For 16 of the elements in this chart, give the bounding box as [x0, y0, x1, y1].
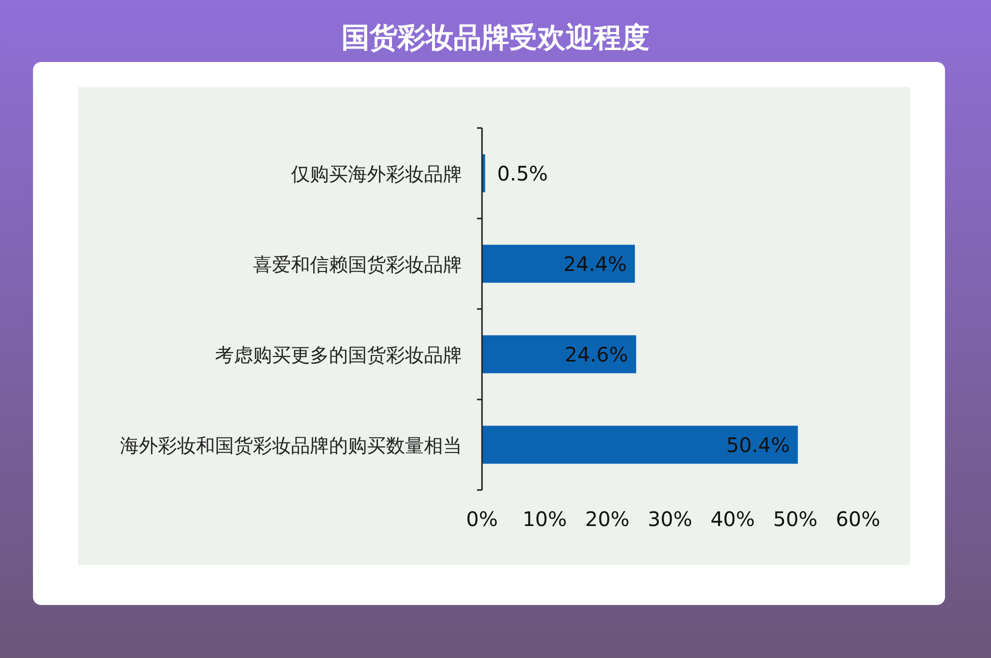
data-label: 50.4% — [726, 432, 790, 457]
x-tick-label: 30% — [648, 507, 692, 531]
chart-title: 国货彩妆品牌受欢迎程度 — [342, 21, 650, 54]
y-tick-label: 考虑购买更多的国货彩妆品牌 — [215, 344, 462, 366]
data-label: 24.6% — [564, 342, 628, 366]
x-tick-label: 40% — [710, 507, 755, 531]
data-label: 0.5% — [497, 161, 548, 186]
x-tick-label: 20% — [585, 507, 630, 531]
y-tick-label: 海外彩妆和国货彩妆品牌的购买数量相当 — [120, 434, 462, 457]
y-tick-label: 喜爱和信赖国货彩妆品牌 — [253, 254, 462, 276]
x-tick-label: 60% — [836, 507, 880, 531]
y-tick-label: 仅购买海外彩妆品牌 — [291, 163, 462, 186]
x-tick-label: 0% — [466, 507, 498, 531]
x-tick-label: 50% — [773, 507, 818, 531]
x-tick-label: 10% — [522, 507, 567, 531]
data-label: 24.4% — [563, 252, 627, 276]
